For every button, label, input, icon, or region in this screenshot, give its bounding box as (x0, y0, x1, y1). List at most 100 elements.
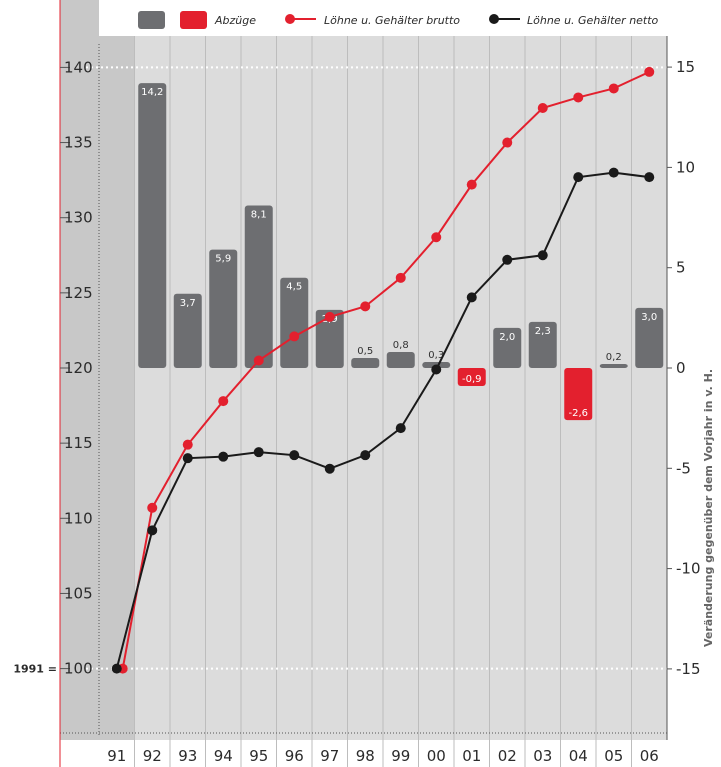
x-tick-label: 98 (356, 747, 375, 765)
left-tick-label: 135 (64, 134, 93, 152)
x-tick-label: 00 (427, 747, 446, 765)
series-point (431, 364, 442, 375)
series-point (395, 423, 406, 434)
series-point (502, 137, 513, 148)
left-tick-label: 105 (64, 584, 93, 602)
series-point (324, 311, 335, 322)
bars: 14,23,75,98,14,52,90,50,80,3-0,92,02,3-2… (138, 83, 664, 421)
series-point (147, 502, 158, 513)
x-tick-label: 92 (143, 747, 162, 765)
series-line (115, 171, 650, 669)
bar-value-label: 4,5 (286, 282, 302, 293)
right-tick-label: 10 (676, 158, 695, 176)
bar-value-label: 0,5 (357, 346, 373, 357)
left-tick-label: 110 (64, 509, 93, 527)
bar (493, 327, 522, 368)
series-point (537, 250, 548, 261)
series-point (537, 102, 548, 113)
series-point (431, 232, 442, 243)
legend-swatch-abzuege (180, 11, 207, 29)
right-tick-label: -15 (676, 660, 701, 678)
bar (528, 321, 557, 368)
right-tick-label: 15 (676, 58, 695, 76)
right-tick-label: -10 (676, 560, 701, 578)
bar-value-label: 14,2 (141, 87, 163, 98)
bar (635, 307, 664, 368)
left-tick-label: 115 (64, 434, 93, 452)
bar-value-label: 2,0 (499, 332, 515, 343)
legend-label-netto: Löhne u. Gehälter netto (527, 14, 659, 27)
bar-value-label: -0,9 (462, 374, 482, 385)
left-tick-label: 140 (64, 58, 93, 76)
base-year-label: 1991 = (13, 663, 57, 676)
bar (209, 249, 238, 368)
x-tick-label: 06 (640, 747, 659, 765)
series-point (608, 167, 619, 178)
bar (457, 368, 486, 387)
series-point (218, 396, 229, 407)
bar-value-label: 8,1 (251, 210, 267, 221)
bar-value-label: 2,3 (535, 326, 551, 337)
series-point (182, 453, 193, 464)
series-point (360, 301, 371, 312)
legend-dot-netto (489, 14, 499, 24)
series-point (395, 272, 406, 283)
bar (564, 368, 593, 421)
legend-label-brutto: Löhne u. Gehälter brutto (324, 14, 460, 27)
legend-dot-brutto (285, 14, 295, 24)
series-point (289, 450, 300, 461)
right-tick-label: 0 (676, 359, 686, 377)
x-tick-label: 96 (285, 747, 304, 765)
series-point (502, 254, 513, 265)
series-point (608, 83, 619, 94)
left-margin-panel (60, 0, 99, 740)
legend-label-abzuege: Abzüge (214, 14, 256, 27)
bar (386, 351, 415, 368)
series-point (289, 331, 300, 342)
series-point (644, 66, 655, 77)
bar-value-label: 5,9 (215, 254, 231, 265)
year-dividers (134, 36, 632, 767)
series-point (573, 172, 584, 183)
legend: Abzüge Löhne u. Gehälter brutto Löhne u. G… (138, 11, 659, 29)
x-tick-label: 99 (391, 747, 410, 765)
series-point (111, 663, 122, 674)
series-point (182, 439, 193, 450)
series-point (644, 172, 655, 183)
x-tick-label: 05 (604, 747, 623, 765)
right-tick-label: -5 (676, 459, 691, 477)
left-tick-label: 120 (64, 359, 93, 377)
x-tick-label: 94 (214, 747, 233, 765)
bar-value-label: 3,0 (641, 312, 657, 323)
bar (599, 363, 628, 368)
left-tick-label: 125 (64, 284, 93, 302)
x-tick-label: 97 (320, 747, 339, 765)
series-point (466, 292, 477, 303)
bar (244, 205, 273, 368)
x-tick-label: 01 (462, 747, 481, 765)
series-point (360, 450, 371, 461)
bar-value-label: 0,3 (428, 350, 444, 361)
series-point (253, 447, 264, 458)
series-point (253, 355, 264, 366)
left-tick-label: 100 (64, 660, 93, 678)
bar (173, 293, 202, 368)
series-point (147, 525, 158, 536)
series-point (218, 451, 229, 462)
x-tick-label: 03 (533, 747, 552, 765)
x-tick-label: 93 (178, 747, 197, 765)
bar-value-label: 0,2 (606, 352, 622, 363)
first-year-column (99, 0, 135, 740)
series-point (324, 463, 335, 474)
line-series (111, 66, 655, 674)
bar (315, 309, 344, 368)
bar-value-label: 0,8 (393, 340, 409, 351)
x-tick-label: 91 (107, 747, 126, 765)
series-line (121, 71, 650, 669)
series-point (466, 179, 477, 190)
x-tick-label: 02 (498, 747, 517, 765)
right-axis-label: Veränderung gegenüber dem Vorjahr in v. … (702, 369, 715, 647)
bar-value-label: -2,6 (568, 408, 588, 419)
